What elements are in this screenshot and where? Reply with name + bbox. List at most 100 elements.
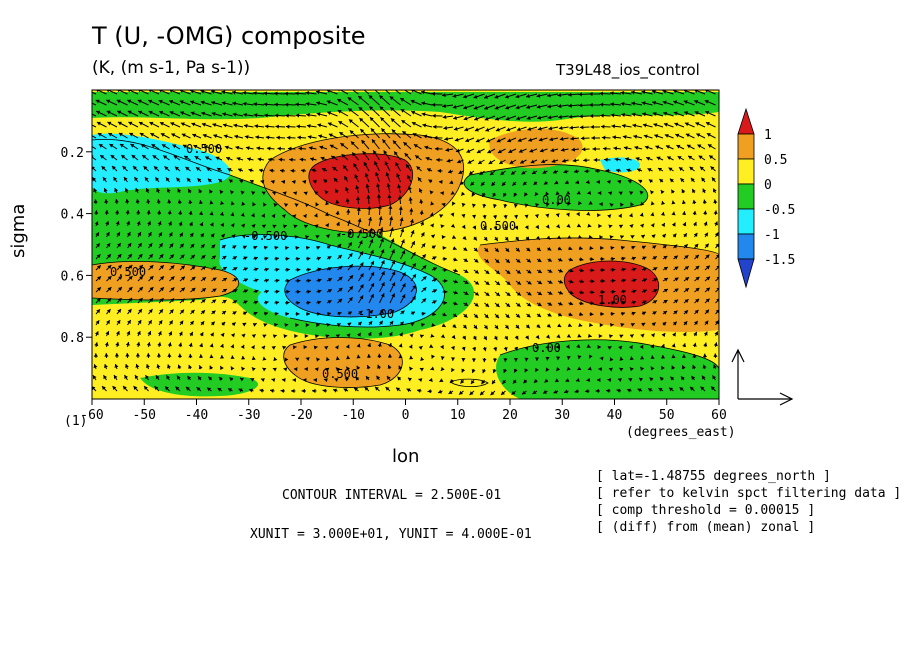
wind-vector-head <box>159 122 164 126</box>
wind-vector-head <box>606 179 611 185</box>
wind-vector-head <box>716 298 719 303</box>
wind-vector-head <box>180 298 185 303</box>
colorbar-label: 0 <box>764 178 772 193</box>
wind-vector-head <box>618 345 623 350</box>
wind-vector-head <box>647 168 652 172</box>
wind-vector-head <box>107 298 112 303</box>
wind-vector-head <box>94 331 99 336</box>
wind-vector-head <box>230 344 235 349</box>
wind-vector-head <box>273 203 278 208</box>
wind-vector-head <box>642 311 647 316</box>
wind-vector-head <box>558 114 562 120</box>
wind-vector-head <box>440 334 445 338</box>
wind-vector-head <box>548 302 553 306</box>
wind-vector-head <box>167 199 172 204</box>
wind-vector-head <box>488 160 493 164</box>
wind-vector-head <box>388 342 393 347</box>
wind-vector-head <box>156 364 161 369</box>
wind-vector <box>339 90 349 95</box>
wind-vector-head <box>389 227 394 232</box>
wind-vector-head <box>503 215 508 219</box>
wind-vector-head <box>345 198 350 202</box>
wind-vector-head <box>439 214 444 219</box>
wind-vector-head <box>284 357 289 362</box>
wind-vector-head <box>609 357 614 362</box>
wind-vector-head <box>411 90 414 93</box>
wind-vector-head <box>115 331 120 336</box>
wind-vector-head <box>622 278 626 283</box>
wind-vector-head <box>202 277 206 281</box>
wind-vector-head <box>160 276 164 281</box>
wind-vector-head <box>663 267 668 271</box>
wind-vector-head <box>535 236 540 240</box>
wind-vector-head <box>335 199 340 204</box>
wind-vector-head <box>220 223 224 228</box>
wind-vector-head <box>641 90 646 95</box>
wind-vector-head <box>160 287 164 292</box>
wind-vector <box>92 135 97 139</box>
wind-vector-head <box>389 216 394 221</box>
wind-vector-head <box>401 261 406 266</box>
wind-vector-head <box>282 345 287 350</box>
wind-vector-head <box>556 235 561 240</box>
wind-vector-head <box>409 219 414 223</box>
wind-vector-head <box>307 289 311 294</box>
wind-vector-head <box>474 302 479 307</box>
wind-vector-head <box>551 159 556 163</box>
wind-vector-head <box>410 230 415 235</box>
wind-vector-head <box>565 378 570 382</box>
wind-vector-head <box>517 138 522 143</box>
wind-vector-head <box>302 377 307 383</box>
wind-vector <box>92 113 97 117</box>
wind-vector-head <box>165 386 169 391</box>
wind-vector-head <box>547 246 552 251</box>
wind-vector-head <box>422 287 427 292</box>
wind-vector-head <box>303 224 308 229</box>
wind-vector-head <box>249 388 253 393</box>
wind-vector-head <box>284 102 289 107</box>
wind-vector-head <box>295 357 300 362</box>
wind-vector-head <box>506 281 511 285</box>
wind-vector-head <box>714 331 719 336</box>
wind-vector-head <box>380 293 385 298</box>
wind-vector-head <box>275 300 280 305</box>
wind-vector-head <box>527 302 532 307</box>
wind-vector-head <box>198 200 203 205</box>
wind-vector-head <box>541 159 546 164</box>
wind-vector-head <box>692 342 697 347</box>
wind-vector-head <box>432 300 437 305</box>
wind-vector-head <box>640 366 645 371</box>
wind-vector-head <box>452 104 457 109</box>
wind-vector-head <box>407 175 411 180</box>
note-filter: [ refer to kelvin spct filtering data ] <box>596 486 902 501</box>
wind-vector-head <box>611 300 616 305</box>
wind-vector-head <box>209 343 214 348</box>
wind-vector-head <box>483 325 488 330</box>
wind-vector-head <box>419 199 424 204</box>
wind-vector-head <box>95 320 100 325</box>
wind-vector-head <box>121 155 126 159</box>
wind-vector-head <box>536 324 541 328</box>
wind-vector-head <box>463 258 468 262</box>
wind-vector-head <box>265 278 269 283</box>
wind-vector-head <box>127 99 132 104</box>
wind-vector-head <box>400 109 405 113</box>
wind-vector-head <box>704 90 708 93</box>
wind-vector-head <box>644 145 649 150</box>
wind-vector-head <box>611 267 616 272</box>
wind-vector-head <box>606 388 610 393</box>
wind-vector-head <box>581 147 586 152</box>
wind-vector-head <box>306 124 311 129</box>
wind-vector-head <box>691 375 696 380</box>
wind-vector-head <box>494 105 499 110</box>
wind-vector-head <box>631 256 636 261</box>
wind-vector-head <box>149 287 154 291</box>
wind-vector-head <box>567 323 572 327</box>
wind-vector-head <box>713 342 718 347</box>
wind-vector-head <box>348 108 353 113</box>
wind-vector-head <box>693 320 698 325</box>
wind-vector-head <box>639 344 644 349</box>
wind-vector-head <box>113 177 118 182</box>
wind-vector-head <box>211 111 216 116</box>
wind-vector-head <box>281 377 286 383</box>
